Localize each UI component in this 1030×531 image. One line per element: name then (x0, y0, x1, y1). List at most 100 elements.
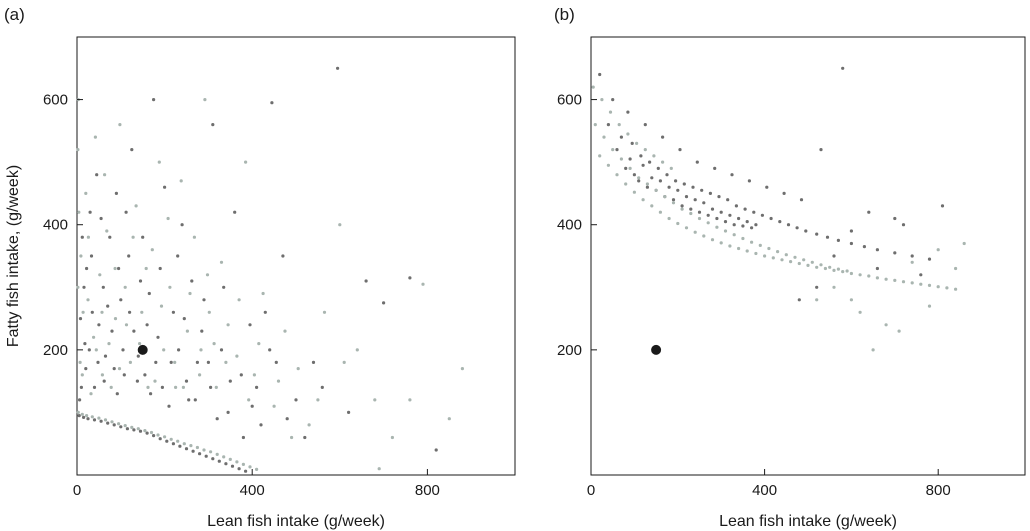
data-point-light (910, 281, 914, 285)
data-point-dark (294, 398, 298, 402)
data-point-light (897, 329, 901, 333)
data-point-light (146, 385, 150, 389)
data-point-dark (434, 448, 438, 452)
data-point-dark (645, 185, 650, 189)
data-point-light (927, 283, 932, 287)
data-point-dark (97, 323, 101, 327)
data-point-dark (671, 198, 676, 202)
data-point-dark (222, 285, 226, 289)
x-tick-label-a: 0 (73, 482, 81, 499)
data-point-dark (228, 379, 232, 383)
data-point-light (188, 291, 192, 296)
data-point-light (212, 342, 216, 346)
data-point-dark (661, 135, 665, 139)
data-point-dark (752, 210, 756, 214)
data-point-dark (708, 191, 713, 195)
data-point-light (871, 348, 875, 352)
data-point-light (632, 190, 637, 194)
data-point-dark (893, 251, 897, 255)
data-point-light (355, 348, 359, 352)
data-point-dark (78, 317, 83, 321)
data-point-light (460, 367, 464, 371)
data-point-dark (382, 301, 386, 305)
data-point-dark (255, 385, 259, 389)
data-point-light (710, 238, 715, 242)
data-point-light (98, 273, 102, 277)
data-point-light (113, 317, 118, 321)
data-point-light (849, 298, 854, 302)
data-point-light (626, 132, 630, 136)
data-point-dark (83, 342, 87, 346)
data-point-dark (689, 207, 693, 211)
data-point-light (723, 229, 728, 233)
data-point-dark (849, 229, 854, 233)
data-point-dark (152, 434, 156, 438)
data-point-dark (799, 198, 804, 202)
data-point-light (945, 286, 949, 290)
data-point-dark (209, 385, 213, 389)
data-point-light (390, 435, 394, 440)
data-point-light (591, 85, 595, 89)
data-point-dark (99, 216, 103, 221)
data-point-dark (619, 135, 624, 139)
data-point-light (92, 335, 96, 339)
data-point-dark (732, 223, 736, 227)
data-point-light (192, 235, 196, 239)
data-point-light (671, 201, 676, 205)
panel-b: (b) 0 400 800 200 400 600 Lean fish intake (g… (554, 5, 1026, 530)
data-point-light (84, 191, 88, 195)
data-point-light (611, 148, 615, 152)
data-point-light (322, 310, 327, 314)
x-axis-label-a: Lean fish intake (g/week) (207, 513, 385, 530)
data-point-light (181, 385, 185, 389)
data-point-light (76, 148, 80, 152)
data-point-light (858, 310, 862, 314)
data-point-light (134, 204, 138, 208)
data-point-light (684, 226, 689, 230)
data-point-dark (875, 248, 880, 252)
data-point-dark (628, 157, 632, 161)
data-point-dark (143, 373, 147, 377)
data-point-dark (96, 360, 100, 364)
x-tick-label-a: 400 (240, 482, 265, 499)
data-point-dark (127, 254, 131, 258)
data-point-dark (195, 360, 199, 364)
data-point-light (247, 398, 251, 402)
data-point-light (789, 260, 793, 264)
data-point-dark (82, 415, 86, 419)
data-point-light (166, 216, 170, 221)
data-point-light (219, 260, 224, 264)
data-point-dark (274, 360, 278, 364)
data-point-dark (89, 254, 94, 258)
data-point-dark (102, 379, 106, 383)
data-point-dark (135, 379, 139, 383)
data-point-light (754, 251, 758, 256)
data-point-dark (237, 467, 241, 471)
data-point-dark (224, 462, 228, 466)
data-point-light (600, 98, 604, 102)
data-point-light (645, 182, 650, 186)
data-point-dark (171, 310, 175, 314)
data-point-light (867, 274, 871, 278)
data-point-dark (217, 459, 221, 463)
data-point-dark (177, 348, 181, 352)
data-point-light (615, 173, 619, 177)
data-point-dark (680, 204, 684, 208)
data-point-dark (206, 360, 210, 364)
data-point-light (198, 373, 202, 377)
data-point-light (80, 373, 84, 377)
data-point-dark (815, 232, 819, 236)
data-point-dark (117, 266, 121, 271)
data-point-dark (940, 204, 945, 208)
data-point-dark (364, 279, 368, 283)
data-point-light (105, 229, 109, 233)
data-point-light (737, 246, 741, 251)
data-point-light (845, 269, 849, 273)
data-point-light (342, 360, 346, 364)
data-point-dark (737, 216, 741, 221)
data-point-light (858, 273, 862, 277)
data-point-dark (141, 235, 145, 239)
data-point-light (408, 398, 412, 402)
data-point-light (715, 225, 719, 229)
data-point-dark (263, 310, 267, 314)
